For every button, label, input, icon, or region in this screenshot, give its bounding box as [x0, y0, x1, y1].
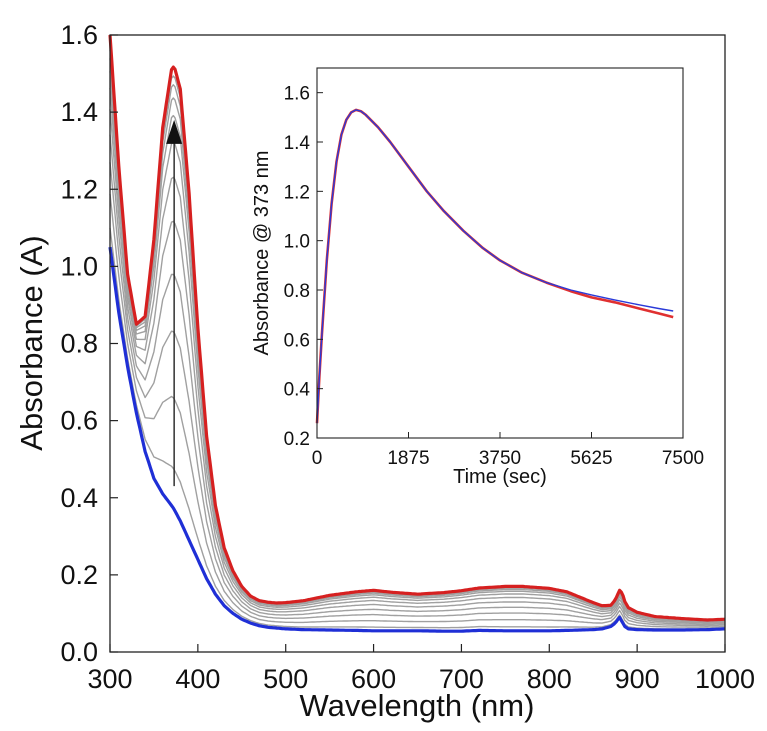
- inset-plot-area: [315, 108, 674, 424]
- main-y-tick-label: 1.2: [60, 174, 98, 204]
- inset-background: [317, 68, 683, 438]
- main-x-tick-label: 300: [87, 664, 132, 694]
- inset-x-axis-ticks: 0 1875 3750 5625 7500: [312, 432, 704, 469]
- spectrum-intermediate-line: [109, 194, 725, 628]
- inset-y-tick-label: 1.0: [284, 232, 310, 253]
- inset-y-tick-label: 0.4: [284, 380, 311, 401]
- inset-fit-line: [316, 109, 674, 424]
- inset-y-tick-label: 0.2: [284, 429, 310, 450]
- main-x-tick-label: 400: [175, 664, 220, 694]
- spectrum-intermediate-line: [109, 109, 726, 625]
- inset-x-tick-label: 0: [312, 448, 323, 469]
- inset-y-tick-label: 0.8: [284, 281, 310, 302]
- inset-x-axis-label: Time (sec): [453, 466, 547, 488]
- main-y-tick-label: 0.6: [60, 406, 98, 436]
- main-y-tick-label: 0.8: [60, 329, 98, 359]
- inset-y-tick-label: 1.4: [284, 133, 311, 154]
- spectrum-intermediate-line: [109, 162, 726, 627]
- main-x-tick-label: 600: [351, 664, 396, 694]
- main-y-tick-label: 0.2: [60, 560, 98, 590]
- main-y-axis-ticks: 0.0 0.2 0.4 0.6 0.8 1.0 1.2 1.4 1.6: [60, 20, 118, 667]
- main-x-axis-label: Wavelength (nm): [300, 688, 535, 723]
- inset-y-tick-label: 1.6: [284, 84, 310, 105]
- main-y-tick-label: 1.4: [60, 97, 98, 127]
- main-x-axis-ticks: 300 400 500 600 700 800 900 1000: [87, 644, 755, 694]
- main-plot-area: [108, 34, 726, 633]
- spectrum-final-line: [108, 34, 726, 622]
- main-x-tick-label: 900: [615, 664, 660, 694]
- inset-x-tick-label: 1875: [387, 448, 429, 469]
- inset-x-tick-label: 3750: [479, 448, 521, 469]
- main-y-tick-label: 1.6: [60, 20, 98, 50]
- inset-y-tick-label: 1.2: [284, 182, 310, 203]
- main-y-tick-label: 1.0: [60, 251, 98, 281]
- inset-y-tick-label: 0.6: [284, 330, 310, 351]
- main-y-tick-label: 0.0: [60, 637, 98, 667]
- inset-x-tick-label: 7500: [662, 448, 704, 469]
- spectrum-initial-line: [108, 246, 725, 633]
- main-growth-arrow-head: [166, 119, 183, 144]
- inset-y-axis-label: Absorbance @ 373 nm: [251, 151, 273, 356]
- spectrum-intermediate-line: [109, 134, 725, 626]
- inset-chart: 0 1875 3750 5625 7500 0.2 0.4 0.6 0.8 1.0 1.2 1.4 1…: [251, 67, 704, 488]
- main-x-tick-label: 800: [527, 664, 572, 694]
- main-x-tick-label: 1000: [695, 664, 755, 694]
- spectrum-intermediate-line: [109, 87, 726, 624]
- inset-y-axis-ticks: 0.2 0.4 0.6 0.8 1.0 1.2 1.4 1.6: [284, 84, 323, 450]
- main-chart: 300 400 500 600 700 800 900 1000 0.00.20.40.60.…: [14, 20, 755, 723]
- main-y-tick-label: 0.4: [60, 483, 98, 513]
- main-y-axis-label: Absorbance (A): [14, 235, 49, 450]
- inset-x-tick-label: 5625: [570, 448, 612, 469]
- main-x-tick-label: 500: [263, 664, 308, 694]
- main-x-tick-label: 700: [439, 664, 484, 694]
